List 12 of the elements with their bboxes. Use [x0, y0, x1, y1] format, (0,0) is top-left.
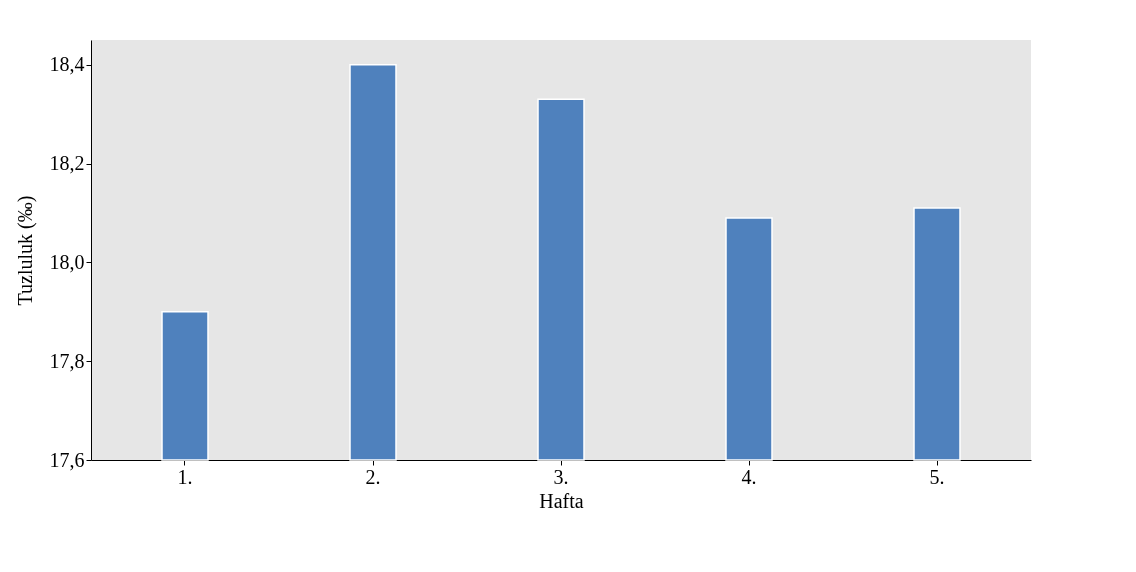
y-tick-label: 17,6 [49, 448, 85, 471]
y-tick-label: 17,8 [49, 349, 85, 372]
y-tick-label: 18,4 [49, 53, 85, 76]
x-tick-label: 2. [365, 465, 381, 488]
x-tick-label: 3. [553, 465, 569, 488]
y-tick-label: 18,0 [49, 250, 85, 273]
x-tick-label: 5. [929, 465, 945, 488]
x-axis-title: Hafta [539, 489, 584, 512]
y-axis-title: Tuzluluk (‰) [13, 195, 37, 306]
x-tick-label: 1. [177, 465, 193, 488]
x-tick-label: 4. [741, 465, 757, 488]
y-tick-label: 18,2 [49, 152, 85, 175]
